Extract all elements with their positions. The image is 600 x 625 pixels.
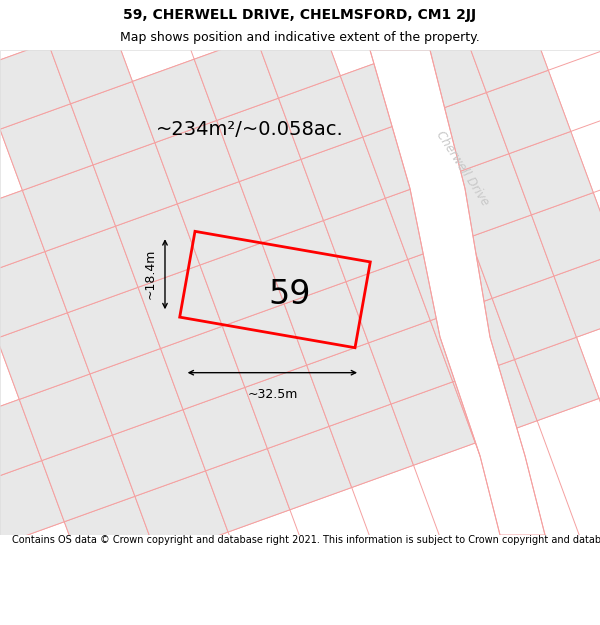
- Polygon shape: [194, 37, 278, 121]
- Polygon shape: [161, 326, 245, 409]
- Polygon shape: [453, 359, 537, 443]
- Polygon shape: [346, 259, 430, 343]
- Polygon shape: [0, 104, 93, 191]
- Polygon shape: [135, 471, 228, 558]
- Polygon shape: [116, 204, 200, 288]
- Polygon shape: [278, 76, 363, 159]
- Polygon shape: [217, 98, 301, 182]
- Polygon shape: [155, 121, 239, 204]
- Polygon shape: [206, 449, 290, 532]
- Polygon shape: [464, 9, 548, 92]
- Polygon shape: [0, 312, 90, 399]
- Polygon shape: [90, 349, 183, 435]
- Polygon shape: [256, 14, 340, 98]
- Polygon shape: [138, 265, 223, 349]
- Polygon shape: [45, 226, 138, 312]
- Polygon shape: [239, 159, 323, 242]
- Polygon shape: [340, 54, 425, 137]
- Polygon shape: [430, 298, 515, 382]
- Text: ~18.4m: ~18.4m: [144, 249, 157, 299]
- Polygon shape: [492, 276, 577, 359]
- Polygon shape: [0, 399, 42, 486]
- Polygon shape: [223, 304, 307, 388]
- Polygon shape: [402, 31, 487, 115]
- Polygon shape: [391, 382, 475, 465]
- Polygon shape: [554, 254, 600, 338]
- Polygon shape: [447, 154, 532, 237]
- Polygon shape: [487, 70, 571, 154]
- Text: Cherwell Drive: Cherwell Drive: [433, 129, 491, 209]
- Polygon shape: [42, 435, 135, 522]
- Polygon shape: [0, 191, 45, 277]
- Polygon shape: [368, 321, 453, 404]
- Polygon shape: [71, 81, 155, 165]
- Polygon shape: [370, 50, 545, 535]
- Polygon shape: [329, 404, 413, 488]
- Polygon shape: [0, 42, 71, 129]
- Polygon shape: [323, 198, 408, 282]
- Text: ~32.5m: ~32.5m: [247, 388, 298, 401]
- Polygon shape: [425, 92, 509, 176]
- Polygon shape: [183, 388, 268, 471]
- Polygon shape: [0, 461, 64, 547]
- Polygon shape: [48, 20, 133, 104]
- Polygon shape: [262, 221, 346, 304]
- Polygon shape: [178, 182, 262, 265]
- Text: ~234m²/~0.058ac.: ~234m²/~0.058ac.: [156, 119, 344, 139]
- Polygon shape: [22, 165, 116, 252]
- Text: 59, CHERWELL DRIVE, CHELMSFORD, CM1 2JJ: 59, CHERWELL DRIVE, CHELMSFORD, CM1 2JJ: [124, 8, 476, 21]
- Polygon shape: [408, 237, 492, 321]
- Polygon shape: [307, 343, 391, 426]
- Polygon shape: [200, 242, 284, 326]
- Polygon shape: [93, 142, 178, 226]
- Polygon shape: [245, 365, 329, 449]
- Text: 59: 59: [269, 278, 311, 311]
- Polygon shape: [0, 252, 67, 338]
- Text: Map shows position and indicative extent of the property.: Map shows position and indicative extent…: [120, 31, 480, 44]
- Polygon shape: [268, 426, 352, 510]
- Polygon shape: [363, 115, 447, 198]
- Polygon shape: [67, 288, 161, 374]
- Polygon shape: [470, 215, 554, 298]
- Text: Contains OS data © Crown copyright and database right 2021. This information is : Contains OS data © Crown copyright and d…: [12, 535, 600, 545]
- Polygon shape: [133, 59, 217, 142]
- Polygon shape: [19, 374, 112, 461]
- Polygon shape: [385, 176, 470, 259]
- Polygon shape: [509, 131, 593, 215]
- Polygon shape: [64, 496, 157, 583]
- Polygon shape: [532, 192, 600, 276]
- Polygon shape: [301, 137, 385, 221]
- Polygon shape: [284, 282, 368, 365]
- Polygon shape: [112, 409, 206, 496]
- Polygon shape: [515, 338, 599, 421]
